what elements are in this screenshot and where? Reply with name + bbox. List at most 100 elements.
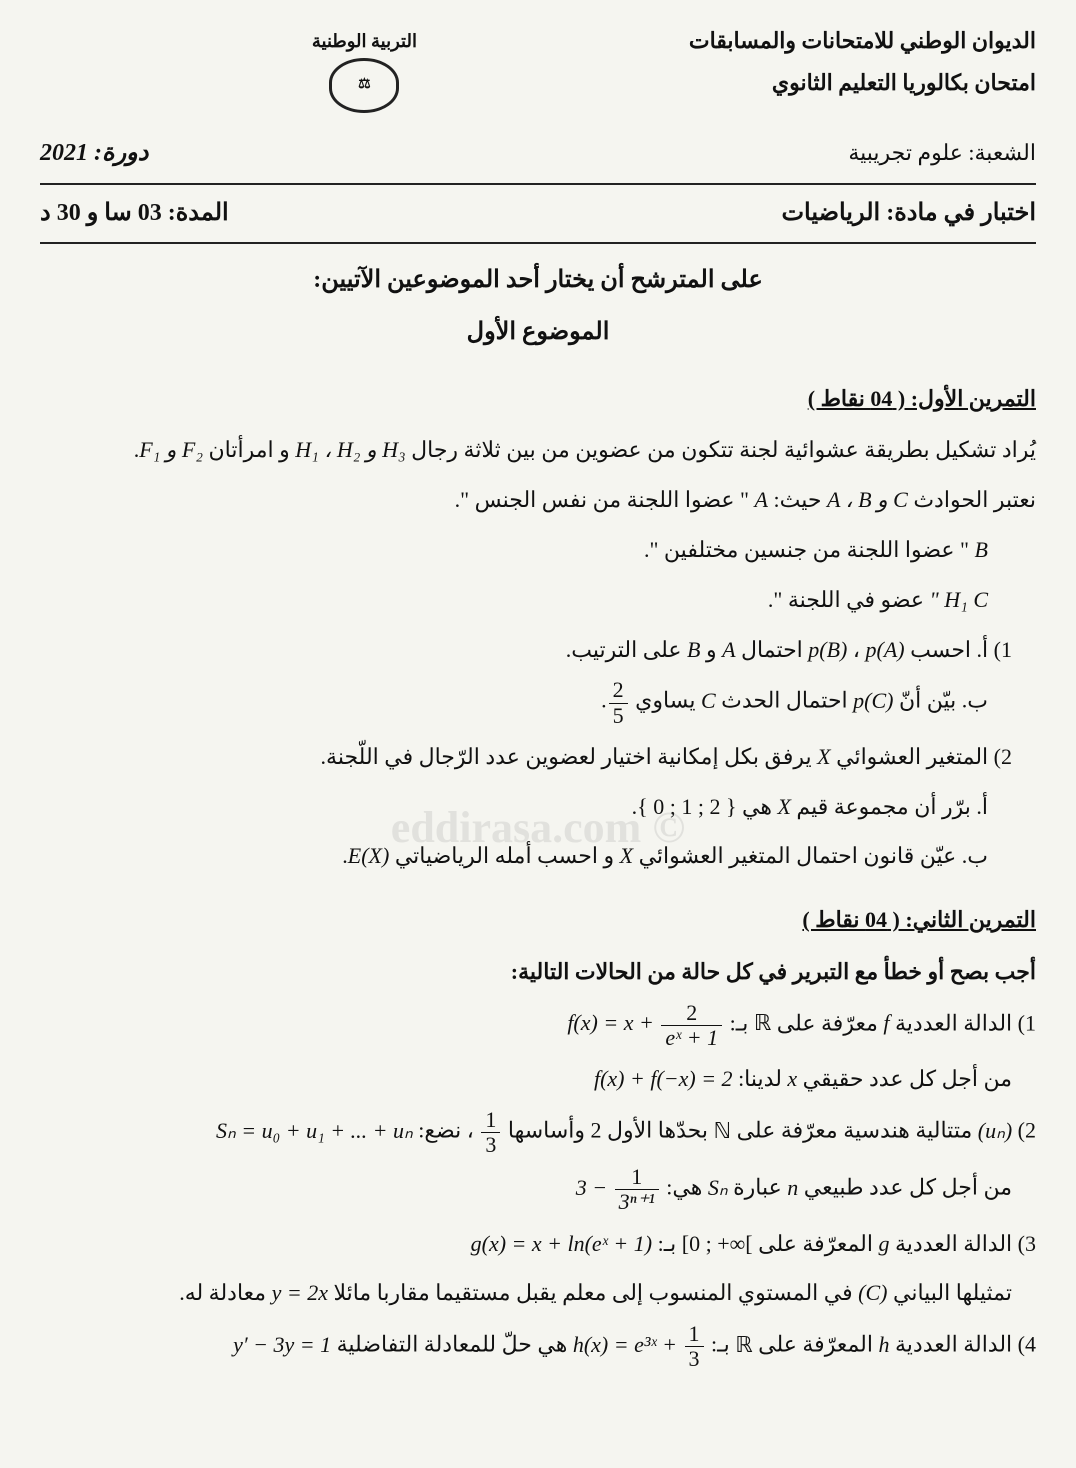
header-authority-block: الديوان الوطني للامتحانات والمسابقات امت… bbox=[689, 20, 1036, 104]
text: احتمال bbox=[736, 637, 803, 662]
math-X: X bbox=[817, 736, 830, 778]
math-un: (uₙ) bbox=[978, 1110, 1012, 1152]
label: 3) bbox=[1018, 1231, 1036, 1256]
numerator: 2 bbox=[661, 1001, 722, 1026]
math-R: ℝ bbox=[754, 1002, 771, 1044]
math-C: (C) bbox=[858, 1272, 887, 1314]
text: احسب bbox=[905, 637, 971, 662]
ex1-q1a: 1) أ. احسب p(A) ، p(B) احتمال A و B على … bbox=[40, 629, 1036, 671]
math-C: C bbox=[973, 579, 988, 621]
label: 4) bbox=[1018, 1332, 1036, 1357]
ex2-q3: 3) الدالة العددية g المعرّفة على [0 ; +∞… bbox=[40, 1223, 1036, 1265]
math-ABC: A ، B و C bbox=[827, 479, 908, 521]
math-EX: E(X) bbox=[348, 835, 390, 877]
label: 1) bbox=[1018, 1010, 1036, 1035]
math-H1: " H₁ bbox=[930, 579, 968, 621]
label: ب. bbox=[962, 843, 988, 868]
text: الدالة العددية bbox=[890, 1231, 1013, 1256]
text: ، bbox=[847, 637, 860, 662]
math-X: X bbox=[620, 835, 633, 877]
topic-title: الموضوع الأول bbox=[40, 310, 1036, 356]
ex1-intro-line2: نعتبر الحوادث A ، B و C حيث: A " عضوا ال… bbox=[40, 479, 1036, 521]
math-x: x bbox=[787, 1058, 797, 1100]
text: يُراد تشكيل بطريقة عشوائية لجنة تتكون من… bbox=[406, 437, 1036, 462]
text: بـ: bbox=[706, 1332, 730, 1357]
session-year: 2021 bbox=[40, 140, 88, 166]
fraction: 1 3ⁿ⁺¹ bbox=[615, 1165, 659, 1214]
text: من أجل كل عدد طبيعي bbox=[798, 1175, 1012, 1200]
branch-label: الشعبة: bbox=[968, 140, 1036, 165]
exam-page: الديوان الوطني للامتحانات والمسابقات امت… bbox=[40, 20, 1036, 1372]
ex1-q2a: أ. برّر أن مجموعة قيم X هي { 0 ; 1 ; 2 }… bbox=[40, 786, 1036, 828]
ex1-q1b: ب. بيّن أنّ p(C) احتمال الحدث C يساوي 2 … bbox=[40, 678, 1036, 727]
ex2-q1: 1) الدالة العددية f معرّفة على ℝ بـ: f(x… bbox=[40, 1001, 1036, 1050]
fraction-2-5: 2 5 bbox=[609, 678, 628, 727]
text: " عضوا اللجنة من جنسين مختلفين ". bbox=[644, 537, 969, 562]
denominator: 3 bbox=[481, 1133, 500, 1157]
exam-name: امتحان بكالوريا التعليم الثانوي bbox=[689, 62, 1036, 104]
subject-row: اختبار في مادة: الرياضيات المدة: 03 سا و… bbox=[40, 185, 1036, 245]
math-g: g bbox=[879, 1223, 890, 1265]
label: ب. bbox=[962, 688, 988, 713]
math-B: B bbox=[687, 629, 700, 671]
numerator: 1 bbox=[481, 1108, 500, 1133]
text: الدالة العددية bbox=[890, 1332, 1013, 1357]
ex2-q2-line2: من أجل كل عدد طبيعي n عبارة Sₙ هي: 3 − 1… bbox=[40, 1165, 1036, 1214]
ex2-q2: 2) (uₙ) متتالية هندسية معرّفة على ℕ بحدّ… bbox=[40, 1108, 1036, 1157]
fraction-1-3: 1 3 bbox=[481, 1108, 500, 1157]
math-A: A bbox=[755, 479, 768, 521]
text: بـ: bbox=[652, 1231, 676, 1256]
math-Sn-def: Sₙ = u₀ + u₁ + ... + uₙ bbox=[216, 1110, 413, 1152]
ex2-q1-line2: من أجل كل عدد حقيقي x لدينا: f(x) + f(−x… bbox=[40, 1058, 1036, 1100]
exercise-1-title: التمرين الأول: ( 04 نقاط ) bbox=[40, 378, 1036, 420]
text: ، نضع: bbox=[413, 1118, 474, 1143]
text: " عضوا اللجنة من نفس الجنس ". bbox=[455, 487, 749, 512]
duration-value: 03 سا و 30 د bbox=[40, 200, 162, 226]
logo-wrap: التربية الوطنية ⚖ bbox=[292, 20, 437, 117]
math-lhs: h(x) = e³ˣ + bbox=[573, 1324, 677, 1366]
text: يرفق بكل إمكانية اختيار لعضوين عدد الرّج… bbox=[321, 744, 812, 769]
ex2-intro: أجب بصح أو خطأ مع التبرير في كل حالة من … bbox=[40, 951, 1036, 993]
branch-value: علوم تجريبية bbox=[848, 140, 963, 165]
duration: المدة: 03 سا و 30 د bbox=[40, 191, 229, 237]
math-n: n bbox=[787, 1167, 798, 1209]
math-h-def: h(x) = e³ˣ + 1 3 bbox=[573, 1322, 706, 1371]
text: المعرّفة على bbox=[753, 1231, 873, 1256]
text: بـ: bbox=[724, 1010, 748, 1035]
math-pA: p(A) bbox=[866, 629, 905, 671]
text: عيّن قانون احتمال المتغير العشوائي bbox=[633, 843, 956, 868]
exercise-2-title: التمرين الثاني: ( 04 نقاط ) bbox=[40, 899, 1036, 941]
text: متتالية هندسية معرّفة على bbox=[731, 1118, 972, 1143]
text: لدينا: bbox=[733, 1066, 782, 1091]
math-interval: [0 ; +∞[ bbox=[682, 1223, 753, 1265]
math-N: ℕ bbox=[713, 1110, 731, 1152]
math-f-def: f(x) = x + 2 eˣ + 1 bbox=[567, 1001, 724, 1050]
denominator: eˣ + 1 bbox=[661, 1026, 722, 1050]
ex1-event-C: C " H₁ عضو في اللجنة ". bbox=[40, 579, 1036, 621]
text: على الترتيب. bbox=[566, 637, 682, 662]
label: 2) bbox=[1018, 1118, 1036, 1143]
ex1-event-B: B " عضوا اللجنة من جنسين مختلفين ". bbox=[40, 529, 1036, 571]
text: هي: bbox=[661, 1175, 703, 1200]
text: نعتبر الحوادث bbox=[908, 487, 1036, 512]
text: احتمال الحدث bbox=[716, 688, 848, 713]
label: أ. bbox=[976, 794, 988, 819]
text: يساوي bbox=[630, 688, 696, 713]
numerator: 1 bbox=[685, 1322, 704, 1347]
math-h: h bbox=[879, 1324, 890, 1366]
math-X: X bbox=[777, 786, 790, 828]
branch-row: الشعبة: علوم تجريبية دورة: 2021 bbox=[40, 125, 1036, 185]
text: عضو في اللجنة ". bbox=[768, 587, 924, 612]
math-Sn-expr: 3 − 1 3ⁿ⁺¹ bbox=[576, 1165, 661, 1214]
numerator: 1 bbox=[615, 1165, 659, 1190]
exercise-2-body: أجب بصح أو خطأ مع التبرير في كل حالة من … bbox=[40, 951, 1036, 1372]
math-set: { 0 ; 1 ; 2 } bbox=[637, 786, 736, 828]
text: معادلة له. bbox=[179, 1280, 266, 1305]
text: هي حلّ للمعادلة التفاضلية bbox=[331, 1332, 567, 1357]
text: بحدّها الأول 2 وأساسها bbox=[502, 1118, 708, 1143]
text: هي bbox=[737, 794, 772, 819]
text: الدالة العددية bbox=[890, 1010, 1013, 1035]
text: في المستوي المنسوب إلى معلم يقبل مستقيما… bbox=[328, 1280, 853, 1305]
math-H: H₁ ، H₂ و H₃ bbox=[295, 429, 405, 471]
math: 3 − bbox=[576, 1167, 607, 1209]
